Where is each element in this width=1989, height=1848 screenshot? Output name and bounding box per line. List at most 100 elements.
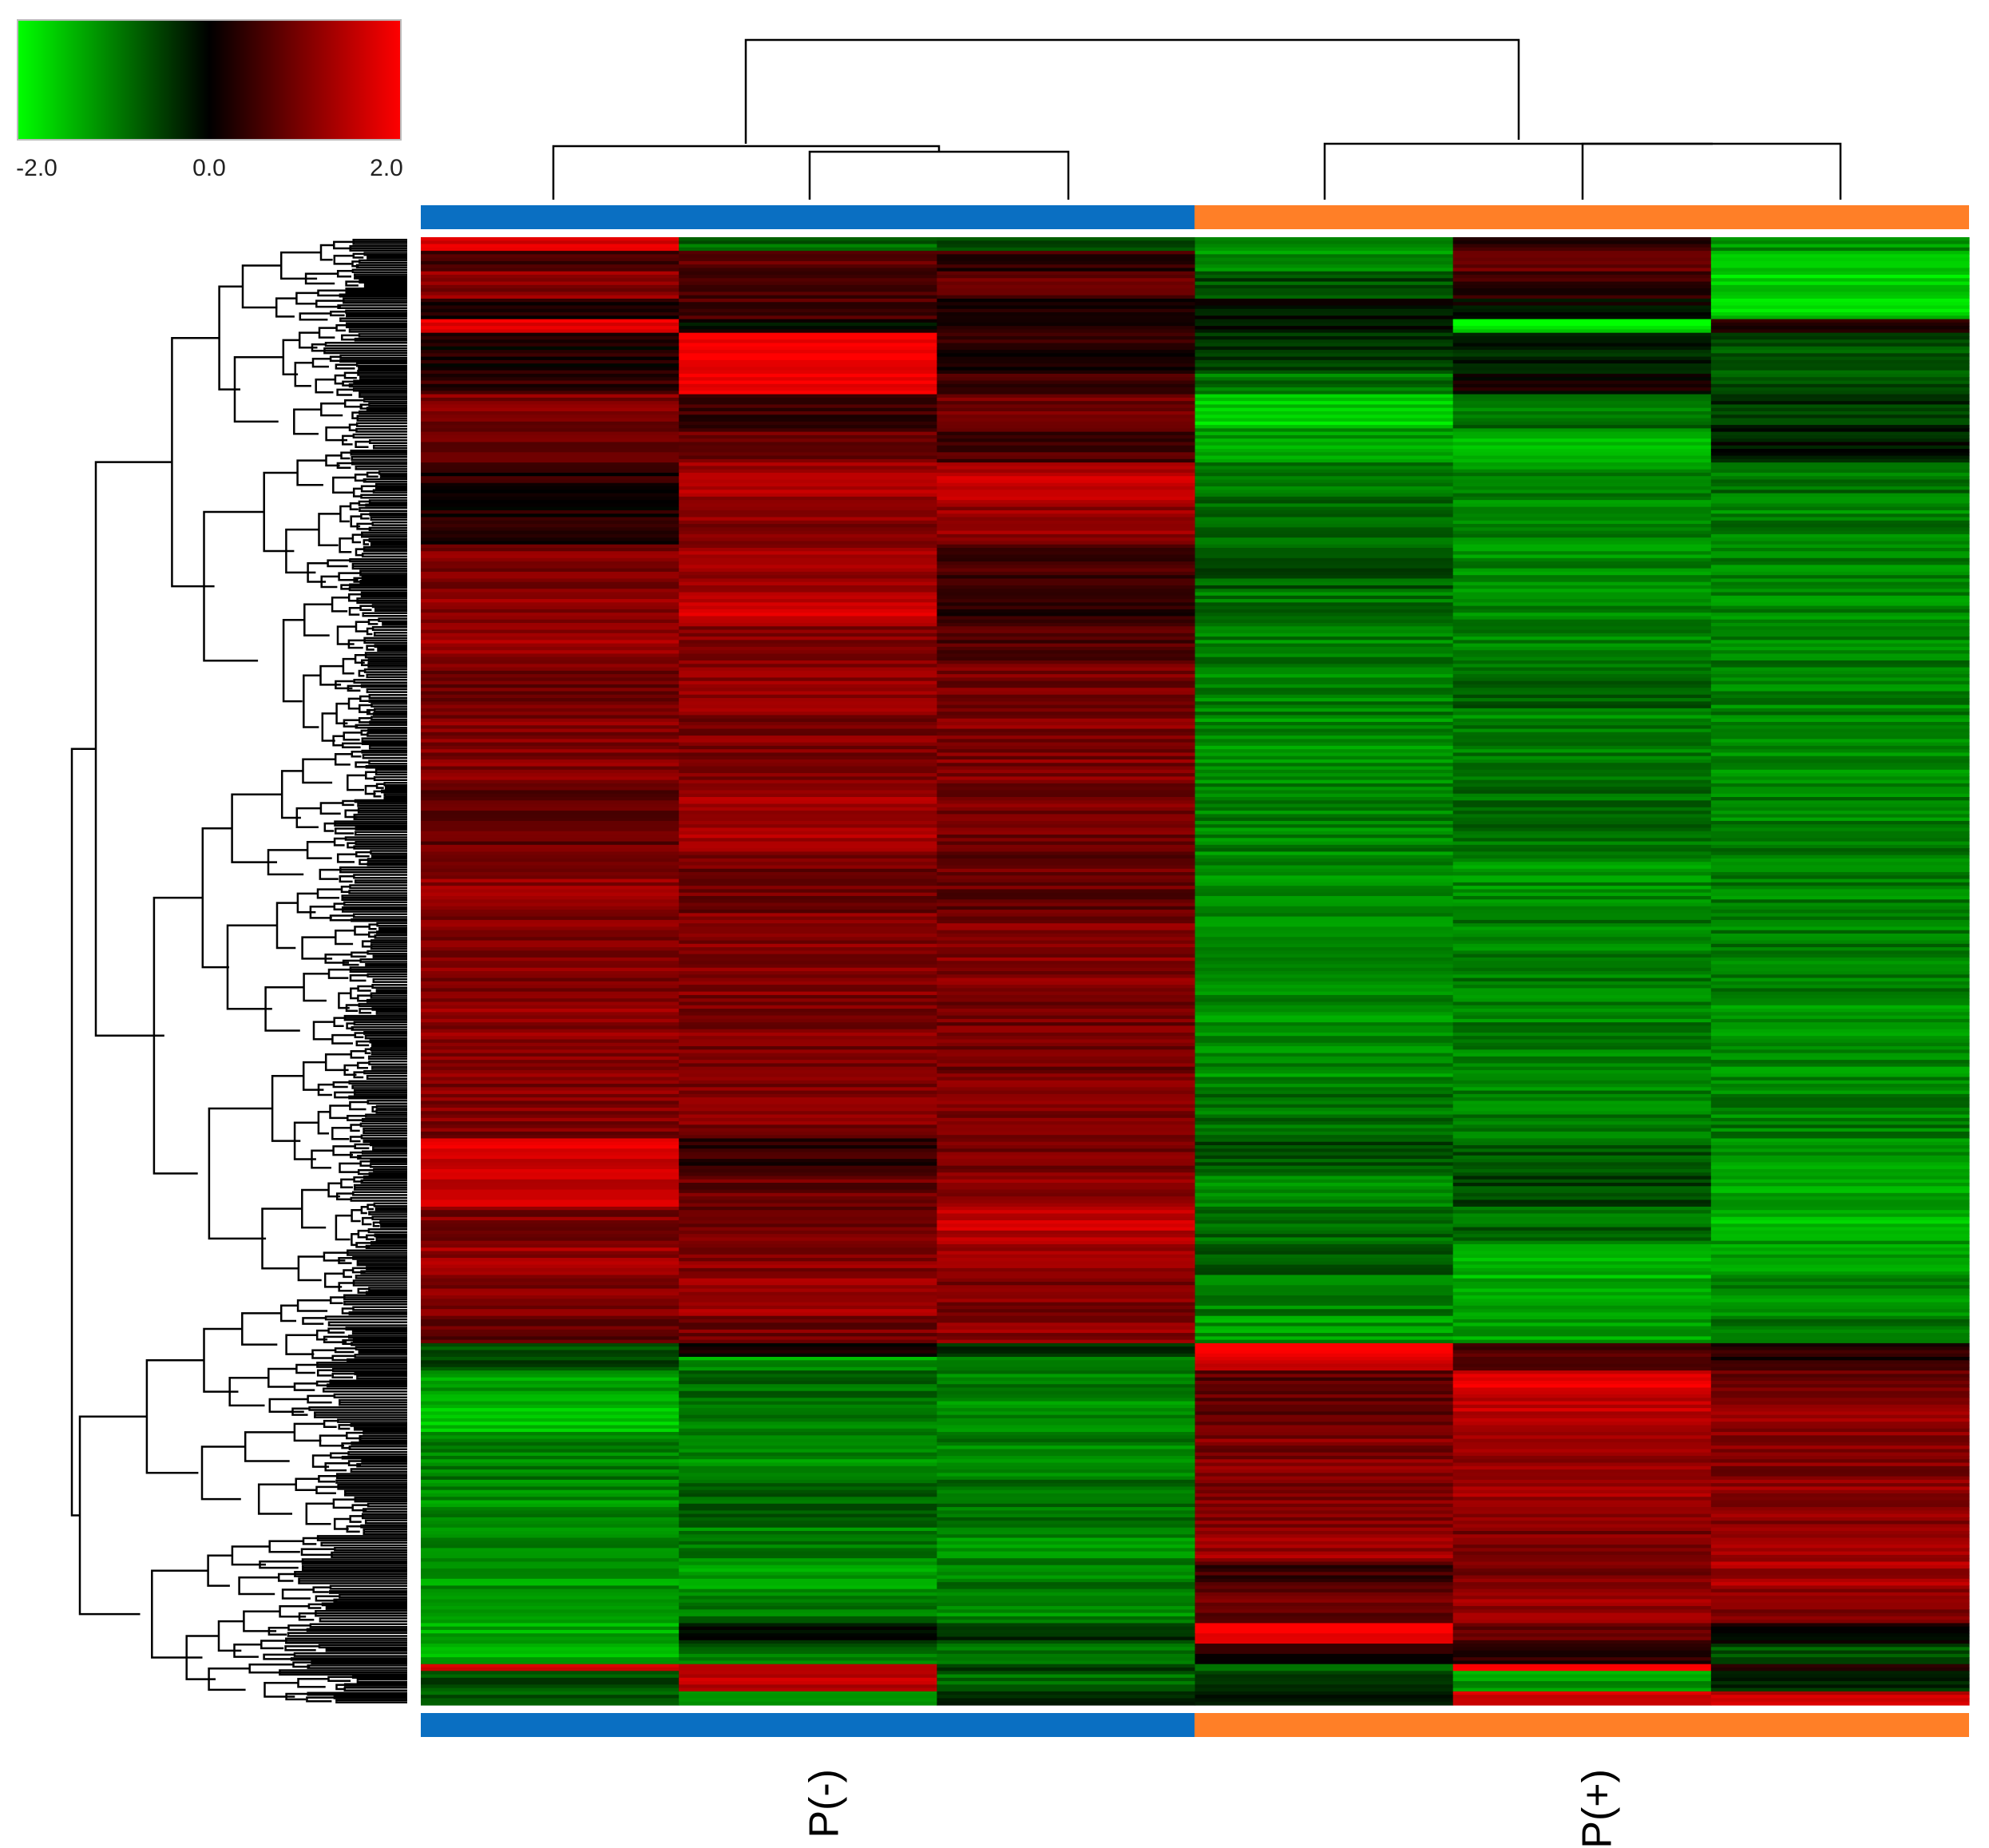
heatmap-cell [937, 827, 1196, 832]
heatmap-cell [937, 339, 1196, 344]
heatmap-cell [937, 533, 1196, 538]
heatmap-cell [1710, 1243, 1970, 1248]
heatmap-cell [1195, 721, 1454, 726]
heatmap-cell [1452, 899, 1712, 904]
heatmap-cell [1195, 1230, 1454, 1235]
heatmap-cell [1710, 1524, 1970, 1529]
heatmap-cell [421, 298, 680, 303]
heatmap-cell [1452, 1691, 1712, 1695]
heatmap-cell [1710, 401, 1970, 406]
row-dendrogram-leaf [372, 956, 407, 958]
heatmap-cell [1710, 1261, 1970, 1266]
heatmap-cell [1452, 906, 1712, 910]
heatmap-cell [1710, 1135, 1970, 1140]
heatmap-cell [1195, 1323, 1454, 1327]
heatmap-cell [937, 1196, 1196, 1200]
row-dendrogram-leaf [307, 1667, 407, 1669]
row-dendrogram-branch [331, 1354, 355, 1362]
heatmap-cell [937, 544, 1196, 549]
heatmap-cell [421, 742, 680, 747]
heatmap-cell [679, 827, 937, 832]
heatmap-cell [679, 732, 937, 736]
heatmap-cell [1710, 1687, 1970, 1692]
row-dendrogram-branch [315, 299, 344, 308]
heatmap-cell [1710, 1380, 1970, 1385]
heatmap-cell [1710, 1295, 1970, 1299]
heatmap-cell [421, 605, 680, 610]
row-dendrogram-leaf [339, 1596, 407, 1599]
heatmap-cell [421, 1476, 680, 1481]
row-dendrogram-branch [324, 1053, 351, 1072]
heatmap-cell [937, 500, 1196, 504]
heatmap-cell [1195, 1196, 1454, 1200]
heatmap-cell [679, 623, 937, 627]
row-dendrogram-leaf [361, 1461, 407, 1463]
row-dendrogram-leaf [329, 1379, 407, 1382]
heatmap-cell [421, 1329, 680, 1334]
heatmap-cell [1452, 636, 1712, 640]
heatmap-cell [1195, 237, 1454, 241]
heatmap-cell [937, 745, 1196, 750]
heatmap-cell [1452, 493, 1712, 498]
heatmap-cell [1710, 1510, 1970, 1515]
heatmap-cell [1452, 1366, 1712, 1371]
heatmap-cell [1195, 998, 1454, 1003]
heatmap-cell [1195, 356, 1454, 361]
row-dendrogram-leaf [353, 381, 407, 384]
heatmap-cell [1452, 629, 1712, 634]
heatmap-cell [937, 1465, 1196, 1470]
heatmap-cell [1452, 551, 1712, 556]
heatmap-cell [1710, 1479, 1970, 1484]
heatmap-cell [937, 886, 1196, 890]
row-dendrogram-leaf [352, 915, 407, 918]
heatmap-cell [1710, 370, 1970, 375]
heatmap-cell [937, 476, 1196, 481]
heatmap-cell [1195, 251, 1454, 255]
heatmap-cell [1710, 1582, 1970, 1586]
heatmap-cell [1710, 1411, 1970, 1416]
heatmap-cell [1195, 1240, 1454, 1245]
heatmap-cell [937, 510, 1196, 514]
heatmap-cell [1452, 1517, 1712, 1521]
heatmap-cell [1710, 954, 1970, 958]
heatmap-cell [679, 1564, 937, 1569]
row-dendrogram-leaf [308, 1408, 407, 1411]
heatmap-cell [1195, 1438, 1454, 1443]
heatmap-cell [937, 1401, 1196, 1406]
heatmap-cell [937, 1121, 1196, 1125]
heatmap-cell [679, 1476, 937, 1481]
heatmap-cell [1195, 763, 1454, 767]
heatmap-cell [421, 575, 680, 580]
heatmap-cell [1452, 428, 1712, 433]
row-dendrogram-leaf [363, 398, 407, 401]
heatmap-cell [421, 288, 680, 292]
heatmap-cell [1452, 1653, 1712, 1658]
heatmap-cell [421, 1165, 680, 1170]
heatmap-cell [1195, 1479, 1454, 1484]
heatmap-cell [421, 356, 680, 361]
heatmap-cell [679, 1551, 937, 1556]
row-dendrogram-leaf [333, 1600, 407, 1603]
heatmap-cell [937, 1534, 1196, 1539]
heatmap-cell [421, 319, 680, 323]
heatmap-cell [937, 1032, 1196, 1037]
row-dendrogram-leaf [349, 585, 407, 587]
heatmap-cell [1195, 1575, 1454, 1580]
heatmap-cell [421, 1230, 680, 1235]
row-dendrogram-leaf [369, 1165, 407, 1168]
heatmap-cell [421, 664, 680, 668]
heatmap-cell [937, 691, 1196, 696]
heatmap-cell [1710, 1644, 1970, 1648]
heatmap-cell [1710, 425, 1970, 429]
heatmap-cell [1195, 599, 1454, 603]
heatmap-cell [679, 1398, 937, 1402]
heatmap-cell [421, 1524, 680, 1529]
heatmap-cell [937, 391, 1196, 395]
row-dendrogram-branch [218, 285, 243, 391]
heatmap-cell [1195, 1299, 1454, 1303]
heatmap-cell [937, 1394, 1196, 1398]
heatmap-cell [937, 1609, 1196, 1614]
row-dendrogram-branch [281, 1588, 314, 1600]
row-dendrogram-leaf [359, 281, 407, 284]
row-dendrogram-leaf [366, 1502, 407, 1505]
